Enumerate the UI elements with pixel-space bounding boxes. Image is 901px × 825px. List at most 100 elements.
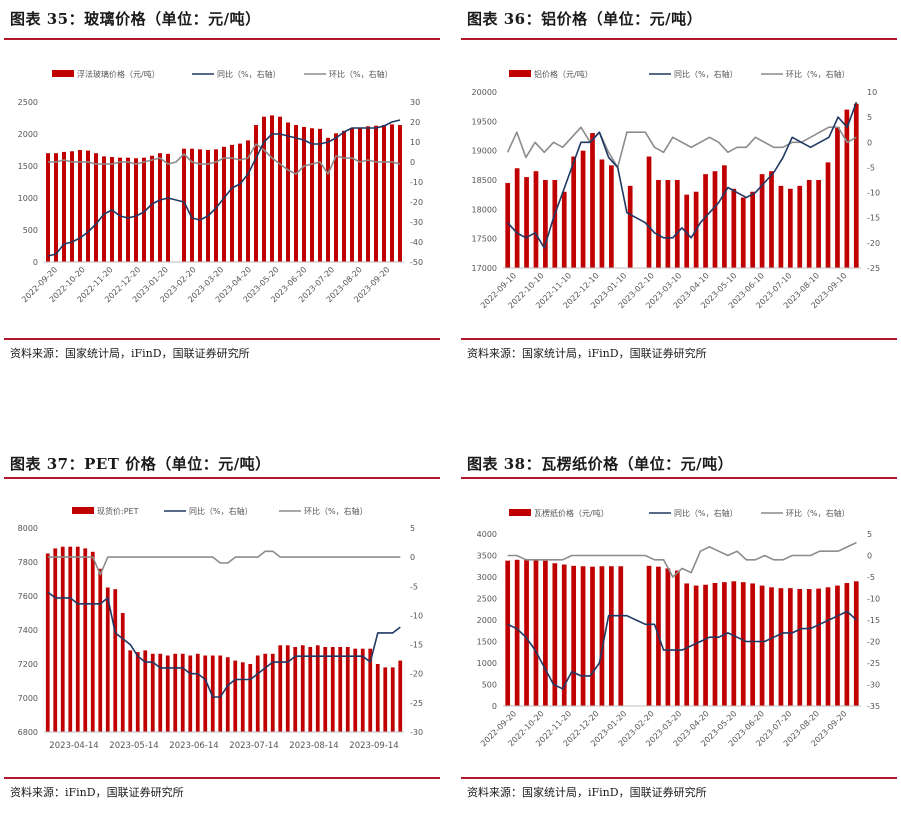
bar (665, 568, 671, 706)
bar (310, 128, 314, 262)
bar (390, 667, 395, 732)
bar (358, 127, 362, 262)
bar (342, 130, 346, 262)
bar (571, 156, 577, 268)
bar (102, 156, 106, 262)
bar (143, 650, 148, 732)
bar (330, 647, 335, 732)
bar (326, 137, 330, 262)
bar (571, 565, 577, 706)
bar (853, 581, 859, 706)
panel-pet: 图表 37：PET 价格（单位：元/吨） 现货价:PET 同比（%，右轴） 环比（%… (4, 445, 440, 825)
legend-label-mom: 环比（%，右轴） (304, 506, 368, 516)
bar (135, 652, 140, 732)
y-tick-label: 2500 (18, 98, 38, 107)
bar (778, 588, 784, 706)
bar (302, 126, 306, 263)
bar (360, 648, 365, 732)
title-rule (461, 38, 897, 40)
y-tick-label: 17500 (472, 235, 497, 244)
bar (514, 168, 520, 268)
bar (646, 156, 652, 268)
mom-line (48, 143, 401, 175)
bar (113, 589, 118, 732)
bar (300, 645, 305, 732)
x-tick-label: 2023-08-14 (289, 741, 338, 751)
bar (150, 155, 154, 262)
legend-label-yoy: 同比（%，右轴） (189, 506, 253, 516)
y-tick-label: 0 (33, 258, 38, 267)
legend-label-yoy: 同比（%，右轴） (674, 69, 738, 79)
yoy-line (47, 591, 401, 698)
bar (590, 566, 595, 706)
bar (590, 133, 595, 268)
y2-tick-label: -10 (410, 178, 423, 187)
legend-swatch-bar (509, 509, 531, 516)
y2-tick-label: -5 (410, 582, 418, 591)
bar (731, 188, 737, 268)
source-rule (461, 777, 897, 779)
yoy-line (47, 119, 401, 257)
bar (543, 180, 548, 268)
chart-container: 瓦楞纸价格（元/吨） 同比（%，右轴） 环比（%，右轴） 0 500 1000 1500 20… (461, 489, 897, 774)
panel-title: 图表 36：铝价格（单位：元/吨） (467, 10, 703, 28)
bar (323, 647, 328, 732)
bar (210, 655, 215, 732)
bar (203, 655, 208, 732)
y-tick-label: 500 (482, 681, 497, 690)
bar (270, 653, 275, 732)
bar (524, 177, 529, 268)
bar (278, 645, 283, 732)
bar (759, 585, 765, 706)
bar (142, 157, 146, 262)
y2-tick-label: -20 (410, 670, 423, 679)
y2-tick-label: -10 (867, 595, 880, 604)
bar (543, 560, 548, 706)
bar (255, 655, 260, 732)
panel-title: 图表 37：PET 价格（单位：元/吨） (10, 455, 271, 473)
legend-label-bar: 现货价:PET (97, 506, 139, 516)
bar (693, 585, 699, 706)
bar (263, 653, 268, 732)
y2-tick-label: -35 (867, 702, 880, 711)
bar (787, 188, 793, 268)
bar (844, 109, 850, 268)
bar (86, 150, 90, 262)
mom-line (47, 550, 401, 576)
y2-tick-label: 10 (867, 88, 877, 97)
bar (505, 182, 511, 268)
mom-line (506, 126, 857, 169)
source-rule (461, 338, 897, 340)
y2-tick-label: -10 (867, 189, 880, 198)
bar (740, 197, 746, 268)
legend-label-yoy: 同比（%，右轴） (217, 69, 281, 79)
x-tick-label: 2023-07-14 (229, 741, 278, 751)
y2-tick-label: -20 (867, 239, 880, 248)
bar (787, 588, 793, 706)
y-tick-label: 6800 (18, 728, 38, 737)
panel-title: 图表 38：瓦楞纸价格（单位：元/吨） (467, 455, 734, 473)
y2-tick-label: 5 (410, 524, 415, 533)
bar (262, 116, 266, 262)
bar (383, 667, 388, 732)
title-rule (4, 477, 440, 479)
y-tick-label: 1000 (18, 194, 38, 203)
y2-tick-label: 5 (867, 113, 872, 122)
bar (374, 125, 378, 263)
bar (53, 548, 58, 732)
bar (180, 653, 185, 732)
bar (722, 165, 727, 268)
bar (158, 153, 162, 262)
x-tick-label: 2023-09-14 (349, 741, 398, 751)
yoy-line (507, 610, 857, 690)
bar (524, 558, 529, 706)
legend-label-bar: 瓦楞纸价格（元/吨） (534, 508, 609, 518)
legend-swatch-bar (72, 507, 94, 514)
y-tick-label: 19000 (472, 147, 497, 156)
mom-line (507, 541, 857, 578)
bar (68, 546, 73, 732)
y-tick-label: 7000 (18, 694, 38, 703)
y2-tick-label: -10 (410, 611, 423, 620)
bar (797, 185, 803, 268)
bar (60, 546, 65, 732)
